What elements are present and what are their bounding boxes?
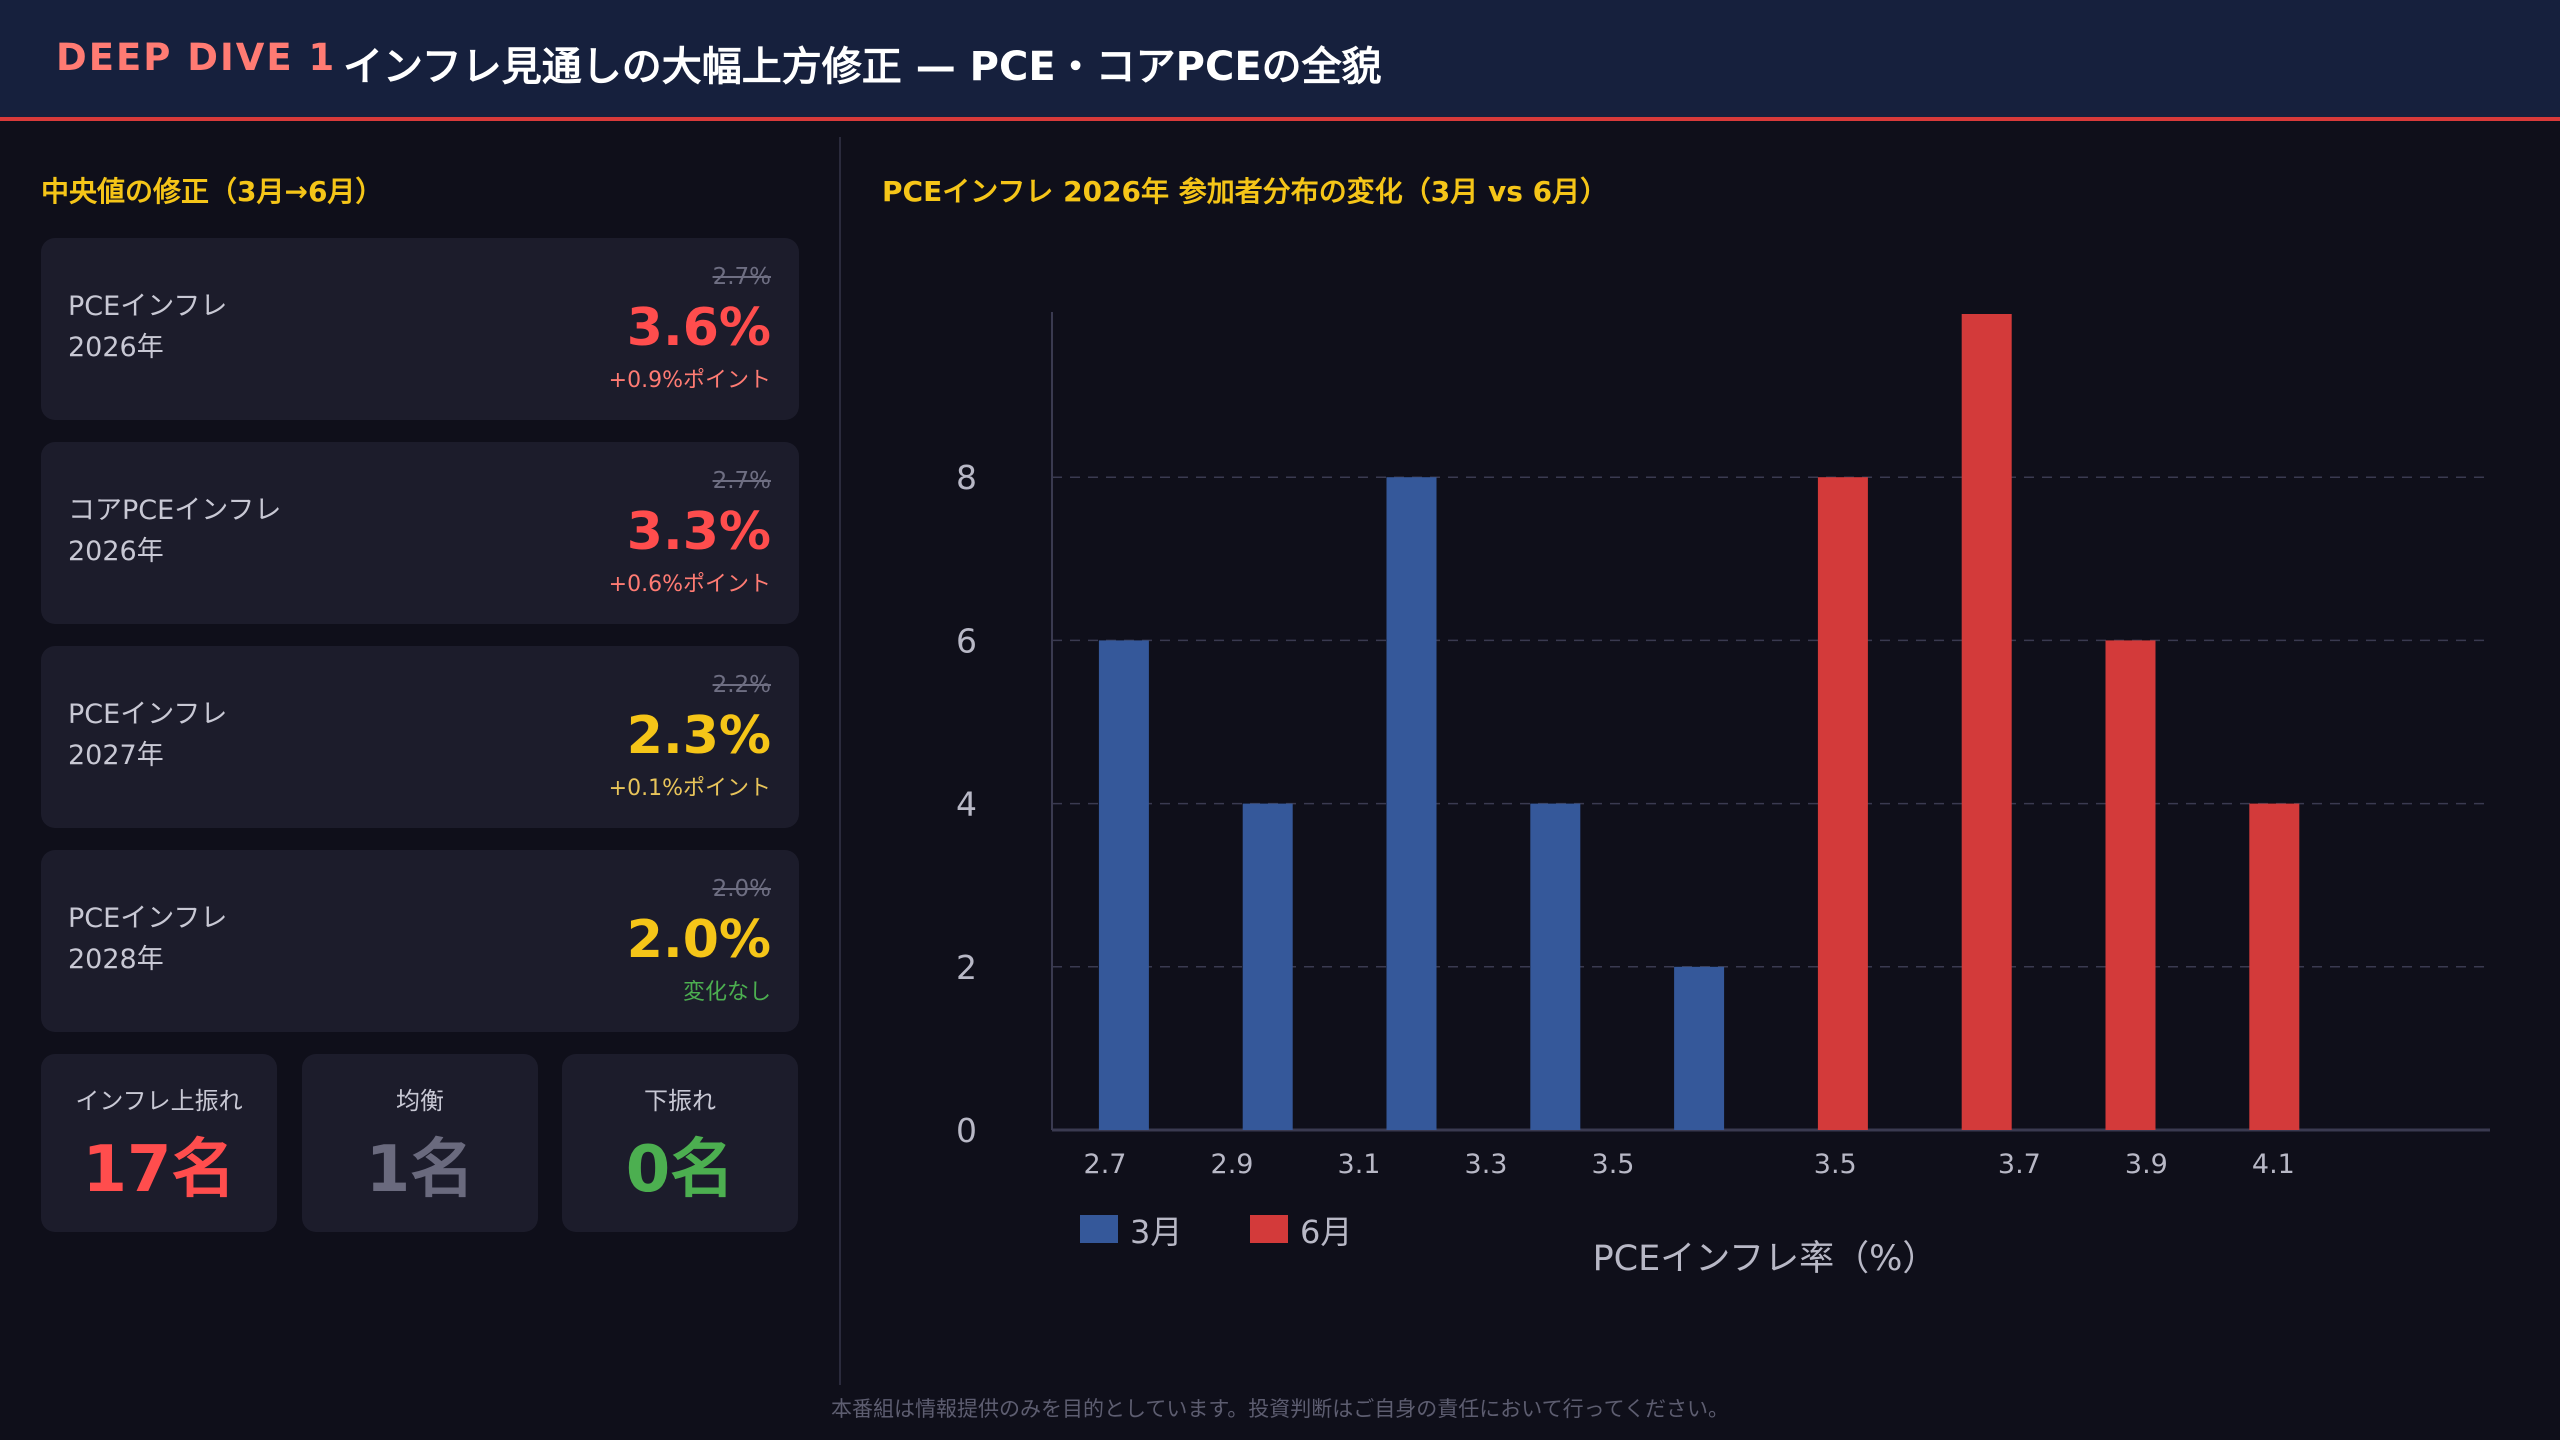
x-tick-label: 4.1 — [2252, 1149, 2295, 1180]
stat-value: 0名 — [625, 1133, 735, 1207]
legend-swatch — [1250, 1215, 1288, 1243]
y-tick-label: 2 — [956, 948, 977, 987]
delta-value: +0.9%ポイント — [608, 368, 771, 393]
x-tick-label: 3.5 — [1814, 1149, 1857, 1180]
legend-label: 6月 — [1300, 1213, 1352, 1251]
distribution-chart-title: PCEインフレ 2026年 参加者分布の変化（3月 vs 6月） — [882, 175, 1609, 208]
bar-march — [1674, 966, 1725, 1130]
x-tick-label: 3.5 — [1592, 1149, 1635, 1180]
revision-card: PCEインフレ 2028年 2.0% 2.0% 変化なし — [41, 850, 799, 1032]
legend-label: 3月 — [1130, 1213, 1182, 1251]
distribution-bar-chart: 0 2 4 6 8 2.7 2.9 3.1 3.3 3.5 3.5 3.7 3.9 4.1 PCEインフレ率… — [956, 312, 2490, 1279]
stat-label: 下振れ — [644, 1087, 716, 1115]
old-value: 2.2% — [712, 672, 771, 698]
bar-june — [2105, 640, 2156, 1130]
stat-downside-risk: 下振れ 0名 — [562, 1054, 798, 1232]
card-label: PCEインフレ 2027年 — [68, 699, 228, 771]
bar-march — [1530, 803, 1581, 1130]
page-title: インフレ見通しの大幅上方修正 — PCE・コアPCEの全貌 — [343, 44, 1382, 90]
new-value: 2.3% — [626, 706, 771, 766]
x-tick-label: 3.3 — [1465, 1149, 1508, 1180]
card-label: PCEインフレ 2026年 — [68, 291, 228, 363]
y-tick-label: 0 — [956, 1111, 977, 1150]
x-tick-label: 3.7 — [1998, 1149, 2041, 1180]
x-tick-label: 3.1 — [1338, 1149, 1381, 1180]
header-bar: DEEP DIVE 1 インフレ見通しの大幅上方修正 — PCE・コアPCEの全… — [0, 0, 2560, 121]
bar-march — [1242, 803, 1293, 1130]
y-tick-label: 6 — [956, 621, 977, 660]
card-label: コアPCEインフレ 2026年 — [68, 495, 282, 567]
stat-label: 均衡 — [396, 1087, 444, 1115]
y-tick-label: 8 — [956, 458, 977, 497]
stat-balanced: 均衡 1名 — [302, 1054, 538, 1232]
new-value: 2.0% — [626, 910, 771, 970]
x-tick-label: 2.7 — [1084, 1149, 1127, 1180]
new-value: 3.6% — [626, 298, 771, 358]
revision-card: コアPCEインフレ 2026年 2.7% 3.3% +0.6%ポイント — [41, 442, 799, 624]
legend-swatch — [1080, 1215, 1118, 1243]
bar-march — [1098, 640, 1149, 1130]
disclaimer-text: 本番組は情報提供のみを目的としています。投資判断はご自身の責任において行ってくだ… — [831, 1397, 1729, 1421]
card-label: PCEインフレ 2028年 — [68, 903, 228, 975]
stat-label: インフレ上振れ — [75, 1087, 243, 1115]
column-divider — [839, 137, 841, 1385]
bar-june — [2249, 803, 2300, 1130]
median-revision-title: 中央値の修正（3月→6月） — [41, 175, 384, 208]
stat-value: 17名 — [82, 1133, 236, 1207]
y-tick-label: 4 — [956, 785, 977, 824]
new-value: 3.3% — [626, 502, 771, 562]
x-tick-label: 2.9 — [1211, 1149, 1254, 1180]
stat-upside-risk: インフレ上振れ 17名 — [41, 1054, 277, 1232]
stat-value: 1名 — [365, 1133, 475, 1207]
delta-value: +0.1%ポイント — [608, 776, 771, 801]
old-value: 2.7% — [712, 264, 771, 290]
revision-card: PCEインフレ 2027年 2.2% 2.3% +0.1%ポイント — [41, 646, 799, 828]
delta-value: 変化なし — [682, 980, 771, 1005]
revision-card: PCEインフレ 2026年 2.7% 3.6% +0.9%ポイント — [41, 238, 799, 420]
bar-june — [1817, 477, 1868, 1130]
section-tag: DEEP DIVE 1 — [56, 36, 337, 79]
x-tick-label: 3.9 — [2125, 1149, 2168, 1180]
delta-value: +0.6%ポイント — [608, 572, 771, 597]
old-value: 2.7% — [712, 468, 771, 494]
bar-june — [1961, 314, 2012, 1130]
old-value: 2.0% — [712, 876, 771, 902]
bar-march — [1386, 477, 1437, 1130]
x-axis-label: PCEインフレ率（%） — [1593, 1239, 1938, 1279]
